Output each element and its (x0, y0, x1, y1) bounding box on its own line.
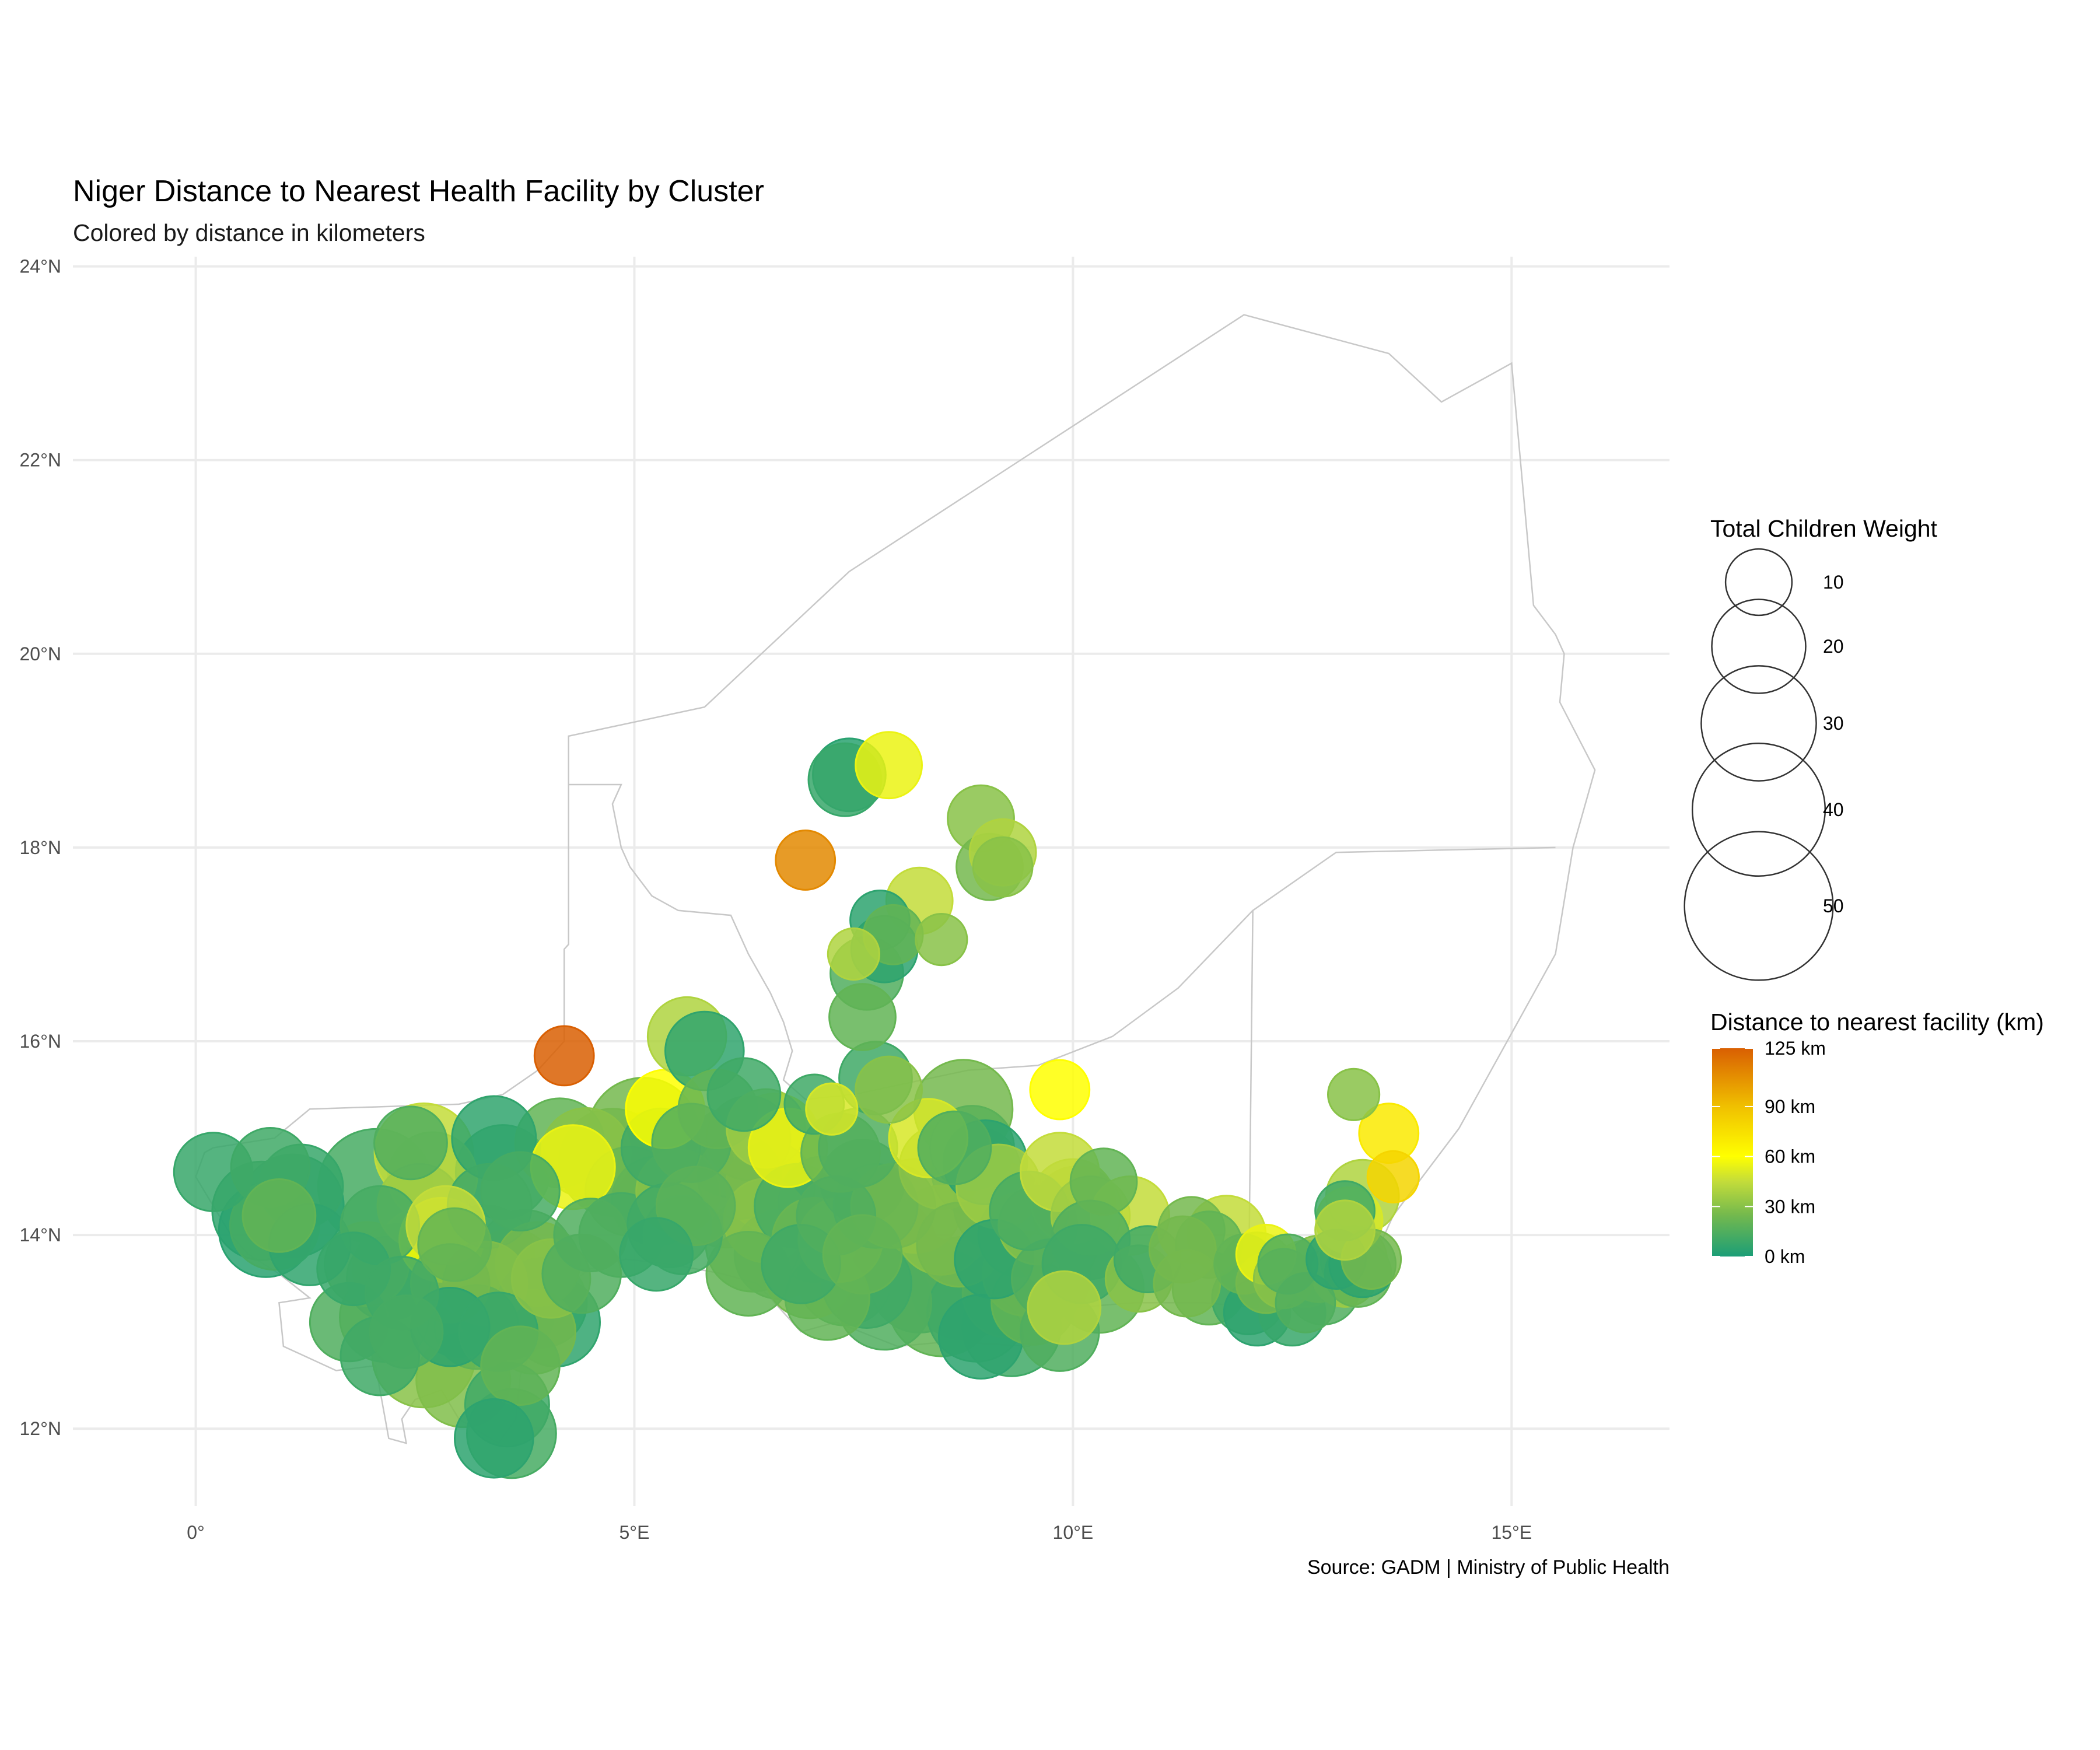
size-legend-key (1684, 831, 1834, 981)
cluster-point (1153, 1249, 1222, 1318)
size-legend-label: 30 (1823, 713, 1844, 734)
y-tick-label: 22°N (20, 450, 62, 471)
chart-title: Niger Distance to Nearest Health Facilit… (73, 174, 764, 208)
cluster-point (1069, 1147, 1138, 1216)
cluster-points (173, 731, 1420, 1479)
cluster-point (805, 1082, 859, 1136)
x-tick-label: 5°E (619, 1522, 649, 1543)
cluster-point (619, 1217, 694, 1292)
size-legend: 10 20 30 40 50 (1684, 548, 1844, 981)
axis-ticks: 0° 5°E 10°E 15°E 12°N 14°N 16°N 18°N 20°N 22°N 24°… (20, 256, 1532, 1543)
chart-subtitle: Colored by distance in kilometers (73, 219, 425, 246)
cluster-point (553, 1198, 628, 1273)
cluster-point (1275, 1272, 1336, 1334)
size-legend-key (1691, 742, 1826, 877)
cluster-point (533, 1025, 595, 1087)
size-legend-key (1711, 598, 1807, 694)
cluster-point (827, 927, 881, 981)
cluster-point (1314, 1199, 1376, 1261)
y-tick-label: 16°N (20, 1031, 62, 1052)
x-tick-label: 0° (187, 1522, 205, 1543)
cluster-point (915, 913, 968, 967)
color-bar (1712, 1048, 1753, 1256)
cluster-point (775, 830, 836, 891)
cluster-point (373, 1105, 448, 1181)
cluster-point (454, 1398, 534, 1479)
color-legend-label: 60 km (1765, 1146, 1815, 1167)
color-legend-label: 125 km (1765, 1038, 1826, 1059)
cluster-point (855, 731, 923, 800)
cluster-point (706, 1057, 782, 1132)
cluster-point (822, 1214, 903, 1295)
color-legend-title: Distance to nearest facility (km) (1710, 1009, 2044, 1035)
size-legend-label: 10 (1823, 572, 1844, 593)
x-tick-label: 10°E (1053, 1522, 1094, 1543)
cluster-point (917, 1110, 992, 1185)
color-legend-label: 0 km (1765, 1246, 1805, 1267)
cluster-point (369, 1294, 444, 1370)
cluster-point (417, 1207, 492, 1282)
y-tick-label: 14°N (20, 1224, 62, 1245)
cluster-point (242, 1178, 317, 1253)
size-legend-key (1724, 548, 1793, 617)
region-boundary (1247, 846, 1556, 1308)
y-tick-label: 24°N (20, 256, 62, 277)
region-boundary (568, 783, 806, 1100)
cluster-point (855, 1055, 923, 1124)
color-legend-label: 30 km (1765, 1196, 1815, 1217)
color-legend: 0 km 30 km 60 km 90 km 125 km (1712, 1038, 1826, 1267)
size-legend-key (1700, 665, 1817, 782)
cluster-point (480, 1325, 561, 1406)
cluster-point (828, 983, 897, 1051)
cluster-point (1327, 1068, 1381, 1121)
size-legend-label: 40 (1823, 799, 1844, 820)
cluster-point (972, 836, 1034, 898)
y-tick-label: 12°N (20, 1418, 62, 1439)
size-legend-label: 20 (1823, 636, 1844, 657)
cluster-point (480, 1151, 561, 1232)
size-legend-title: Total Children Weight (1710, 515, 1937, 542)
x-tick-label: 15°E (1491, 1522, 1532, 1543)
cluster-point (1366, 1150, 1420, 1204)
y-tick-label: 20°N (20, 643, 62, 664)
size-legend-label: 50 (1823, 895, 1844, 916)
color-legend-label: 90 km (1765, 1096, 1815, 1117)
y-tick-label: 18°N (20, 837, 62, 858)
cluster-point (1027, 1270, 1102, 1345)
cluster-point (1029, 1059, 1091, 1121)
source-caption: Source: GADM | Ministry of Public Health (1307, 1556, 1670, 1578)
